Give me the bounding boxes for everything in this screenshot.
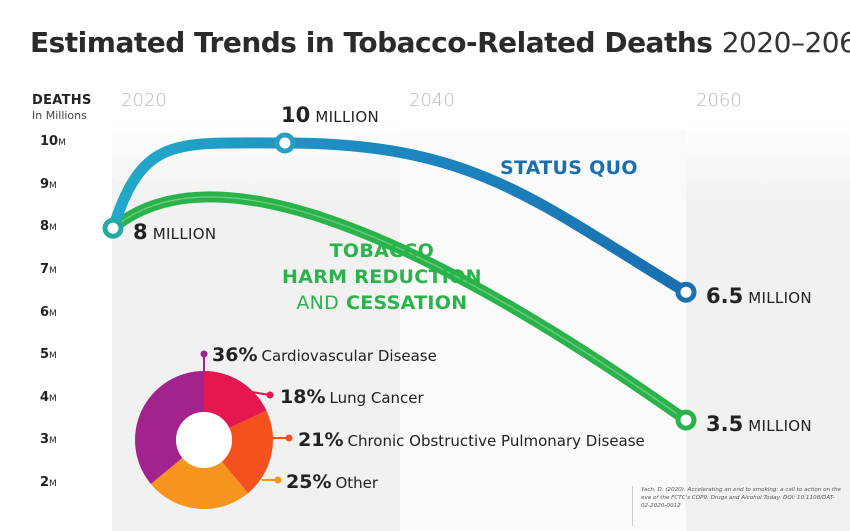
chart-title-main: Estimated Trends in Tobacco-Related Deat… [30, 26, 713, 59]
annotation-end-status-quo-value: 6.5 [706, 284, 744, 308]
y-axis-title: DEATHS [32, 93, 92, 108]
annotation-peak-unit: MILLION [315, 108, 379, 126]
series-label-harm-reduction-line3: AND CESSATION [282, 290, 482, 316]
marker-end-status-quo [675, 281, 697, 303]
pie-center-hole [176, 412, 232, 468]
y-tick-label: 8M [40, 219, 57, 235]
chart-title: Estimated Trends in Tobacco-Related Deat… [30, 26, 850, 59]
marker-start-2020 [102, 217, 124, 239]
y-tick-label: 5M [40, 347, 57, 363]
series-line-harm-reduction-highlight [112, 196, 687, 421]
series-label-cessation: CESSATION [346, 292, 468, 314]
pie-name-copd: Chronic Obstructive Pulmonary Disease [347, 432, 645, 450]
annotation-start: 8 MILLION [133, 220, 216, 244]
pie-slice-cardiovascular [134, 371, 204, 484]
pie-label-copd: 21% Chronic Obstructive Pulmonary Disease [298, 429, 645, 451]
pie-pct-cardiovascular: 36% [212, 344, 258, 366]
pie-pct-other: 25% [286, 471, 332, 493]
pie-leader-dot-cardiovascular [200, 350, 208, 358]
column-band-2060 [686, 82, 850, 531]
citation-text: Yach, D. (2020). Accelerating an end to … [632, 486, 841, 526]
pie-slice-lung-cancer [204, 371, 267, 429]
annotation-end-harm-reduction-unit: MILLION [748, 417, 812, 435]
pie-pct-lung-cancer: 18% [280, 386, 326, 408]
y-tick-label: 6M [40, 304, 57, 320]
pie-pct-copd: 21% [298, 429, 344, 451]
year-label-2040: 2040 [409, 90, 455, 111]
pie-name-lung-cancer: Lung Cancer [329, 389, 424, 407]
series-label-harm-reduction-line1: TOBACCO [329, 240, 435, 262]
annotation-start-unit: MILLION [152, 225, 217, 243]
annotation-end-harm-reduction: 3.5 MILLION [706, 412, 812, 436]
marker-peak [274, 132, 296, 154]
year-label-2020: 2020 [121, 90, 167, 111]
pie-slice-copd [221, 410, 274, 494]
y-tick-label: 2M [40, 475, 57, 490]
pie-slice-other [150, 457, 248, 509]
annotation-peak-value: 10 [281, 103, 311, 127]
marker-end-harm-reduction [675, 409, 697, 431]
annotation-start-value: 8 [133, 220, 148, 244]
series-label-harm-reduction-line2: HARM REDUCTION [282, 266, 482, 288]
series-label-and: AND [296, 292, 340, 314]
pie-name-cardiovascular: Cardiovascular Disease [261, 347, 437, 365]
pie-leader-dot-lung-cancer [266, 391, 274, 399]
pie-leader-dot-copd [285, 434, 293, 442]
annotation-end-status-quo-unit: MILLION [748, 289, 812, 307]
chart-title-years: 2020–2060 [721, 26, 850, 59]
pie-label-cardiovascular: 36% Cardiovascular Disease [212, 344, 437, 366]
annotation-end-status-quo: 6.5 MILLION [706, 284, 812, 308]
annotation-peak: 10 MILLION [281, 103, 379, 127]
y-axis-subtitle: In Millions [32, 109, 87, 122]
series-label-status-quo: STATUS QUO [500, 157, 638, 179]
series-label-harm-reduction: TOBACCO HARM REDUCTION AND CESSATION [282, 238, 482, 316]
year-label-2060: 2060 [696, 90, 742, 111]
series-line-harm-reduction [107, 191, 692, 426]
y-tick-label: 3M [40, 432, 57, 448]
pie-name-other: Other [335, 474, 379, 492]
y-tick-label: 7M [40, 261, 57, 277]
y-tick-label: 4M [40, 389, 57, 405]
y-tick-label: 9M [40, 176, 57, 192]
annotation-end-harm-reduction-value: 3.5 [706, 412, 744, 436]
pie-label-other: 25% Other [286, 471, 378, 493]
y-tick-label: 10M [40, 134, 66, 149]
pie-leader-dot-other [274, 476, 282, 484]
pie-label-lung-cancer: 18% Lung Cancer [280, 386, 424, 408]
series-line-status-quo [107, 137, 692, 298]
